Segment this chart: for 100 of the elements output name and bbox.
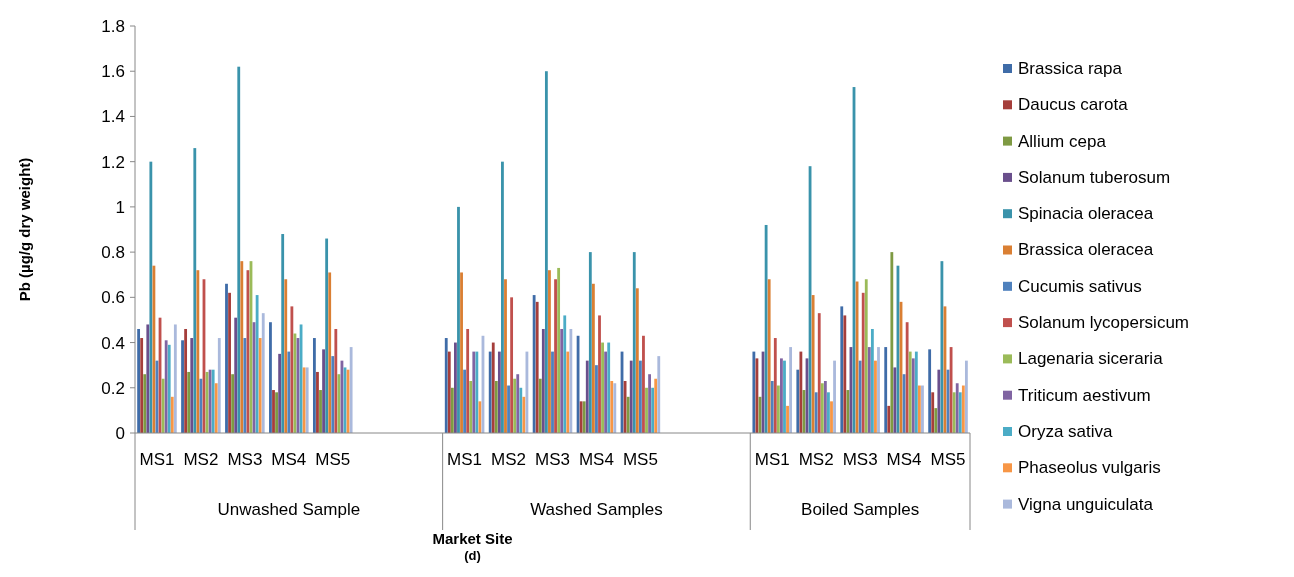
bar bbox=[334, 328, 338, 433]
bar bbox=[447, 351, 451, 433]
bar bbox=[450, 387, 454, 433]
bar bbox=[469, 380, 473, 433]
bar bbox=[261, 313, 265, 433]
bar bbox=[284, 279, 288, 433]
bar bbox=[214, 383, 218, 433]
bar bbox=[638, 360, 642, 433]
y-tick-label: 1 bbox=[115, 197, 125, 217]
bar bbox=[569, 328, 573, 433]
bar bbox=[328, 272, 332, 433]
y-tick-label: 1.2 bbox=[101, 152, 125, 172]
bar bbox=[952, 392, 956, 433]
x-tick-label: MS2 bbox=[798, 450, 834, 469]
bar bbox=[258, 338, 262, 433]
text: Washed Samples bbox=[530, 500, 663, 519]
y-tick-label: 0.4 bbox=[101, 333, 125, 353]
bar bbox=[955, 383, 959, 433]
x-axis-title: Market Site bbox=[432, 530, 513, 547]
bar bbox=[648, 374, 651, 433]
bar bbox=[585, 360, 589, 433]
bar bbox=[958, 392, 962, 433]
bar bbox=[884, 347, 888, 433]
bar bbox=[908, 351, 912, 433]
bar bbox=[187, 371, 191, 433]
bar bbox=[591, 283, 595, 433]
x-tick-label: MS4 bbox=[886, 450, 922, 469]
bar bbox=[522, 396, 526, 433]
bar bbox=[635, 288, 639, 433]
bar bbox=[240, 261, 244, 433]
bar bbox=[917, 385, 921, 433]
y-tick-label: 1.6 bbox=[101, 62, 125, 82]
bar bbox=[964, 360, 968, 433]
bar bbox=[934, 408, 938, 433]
x-tick-label: MS4 bbox=[271, 450, 307, 469]
bar bbox=[814, 392, 818, 433]
legend-label: Brassica oleracea bbox=[1018, 240, 1154, 260]
bar bbox=[752, 351, 756, 433]
bar bbox=[786, 405, 789, 433]
bar bbox=[325, 238, 329, 433]
bar bbox=[626, 396, 630, 433]
text: (d) bbox=[464, 548, 481, 563]
bar bbox=[645, 387, 648, 433]
bar bbox=[140, 338, 144, 433]
bar bbox=[164, 340, 168, 433]
bar bbox=[937, 369, 941, 433]
bar bbox=[601, 342, 604, 433]
x-tick-label: MS2 bbox=[183, 450, 219, 469]
x-tick-label: MS1 bbox=[754, 450, 790, 469]
bar bbox=[290, 306, 294, 433]
bar bbox=[604, 351, 608, 433]
bar bbox=[454, 342, 457, 433]
bar bbox=[874, 360, 877, 433]
bar bbox=[870, 328, 874, 433]
bar bbox=[843, 315, 847, 433]
bar bbox=[287, 351, 291, 433]
bar bbox=[494, 380, 498, 433]
legend-label: Spinacia oleracea bbox=[1018, 204, 1154, 224]
bar bbox=[322, 349, 325, 433]
bar bbox=[193, 148, 197, 433]
bar bbox=[557, 267, 561, 433]
bar bbox=[541, 328, 545, 433]
bar bbox=[281, 234, 285, 433]
bar bbox=[181, 340, 184, 433]
bar bbox=[642, 335, 645, 433]
bar bbox=[278, 353, 282, 433]
x-tick-label: MS3 bbox=[535, 450, 570, 469]
bar bbox=[864, 279, 868, 433]
y-tick-label: 0 bbox=[115, 423, 125, 443]
bar bbox=[890, 252, 894, 433]
bar bbox=[504, 279, 507, 433]
bar bbox=[460, 272, 463, 433]
bar bbox=[457, 206, 460, 433]
bar bbox=[466, 328, 470, 433]
bar bbox=[234, 317, 238, 433]
legend-label: Solanum tuberosum bbox=[1018, 167, 1171, 187]
bar bbox=[961, 385, 965, 433]
bar bbox=[858, 360, 862, 433]
legend-label: Brassica rapa bbox=[1018, 58, 1123, 78]
bar bbox=[510, 297, 514, 433]
bar bbox=[770, 380, 774, 433]
bar bbox=[811, 295, 815, 433]
y-axis-title: Pb (µg/g dry weight) bbox=[16, 157, 33, 302]
bar bbox=[349, 347, 353, 433]
legend-label: Triticum aestivum bbox=[1018, 385, 1151, 405]
bar bbox=[143, 374, 147, 433]
bar bbox=[269, 322, 272, 433]
x-tick-label: MS1 bbox=[139, 450, 175, 469]
bar bbox=[146, 324, 150, 433]
bar bbox=[491, 342, 495, 433]
bar bbox=[554, 279, 557, 433]
bar bbox=[830, 401, 833, 433]
bar bbox=[217, 338, 221, 433]
bar bbox=[914, 351, 918, 433]
legend-label: Solanum lycopersicum bbox=[1018, 313, 1190, 333]
x-tick-label: MS2 bbox=[491, 450, 527, 469]
bar bbox=[544, 71, 548, 433]
legend-label: Phaseolus vulgaris bbox=[1018, 458, 1161, 478]
bar bbox=[817, 313, 821, 433]
bar bbox=[463, 369, 467, 433]
